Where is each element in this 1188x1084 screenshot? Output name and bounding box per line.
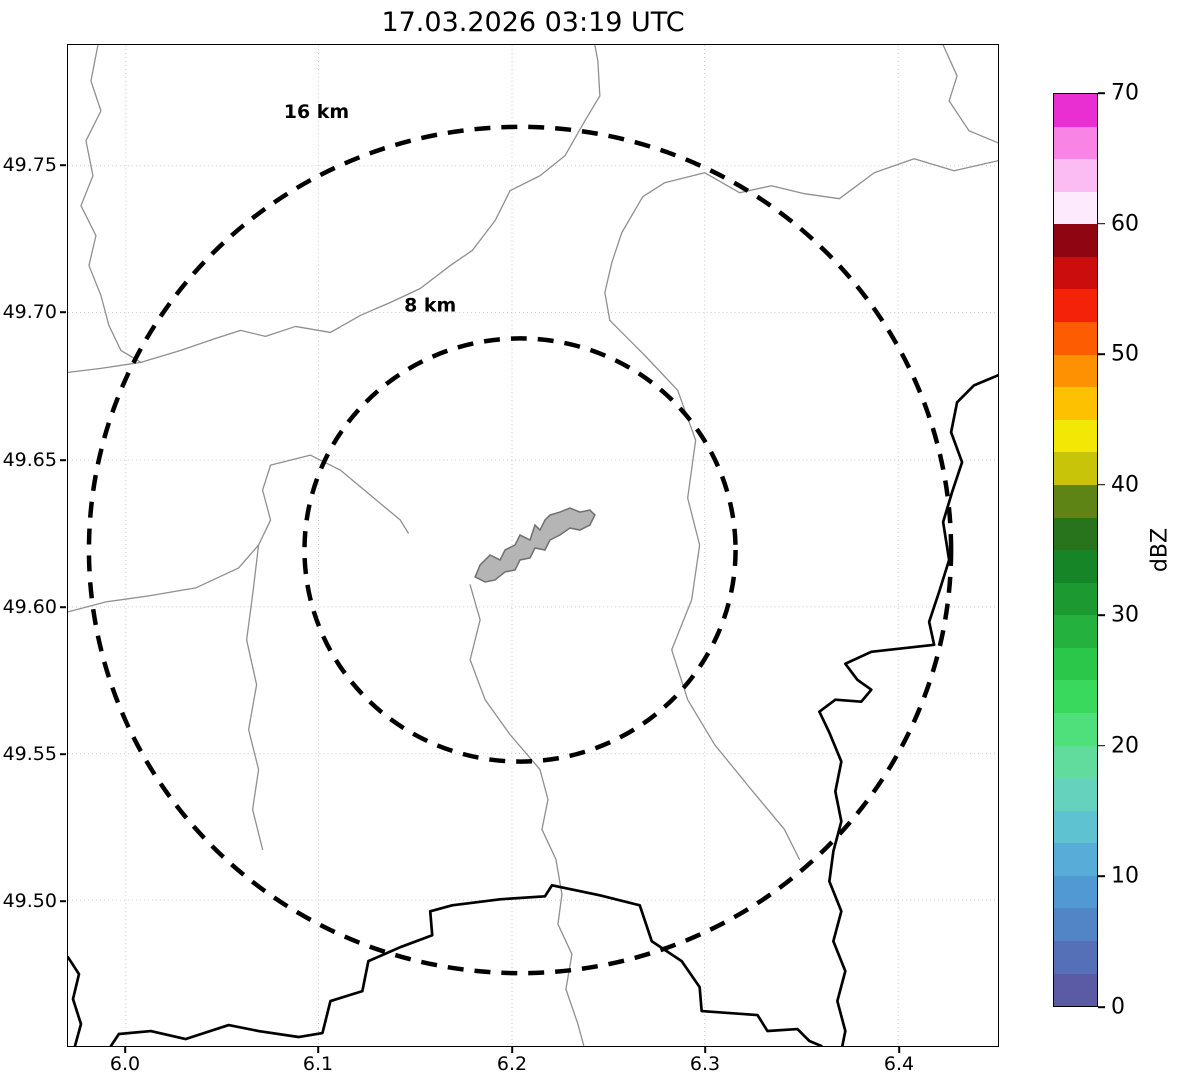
colorbar-band xyxy=(1054,582,1097,616)
border-line-thin xyxy=(942,45,998,144)
colorbar-band xyxy=(1054,615,1097,648)
colorbar-tick-mark xyxy=(1098,1006,1105,1008)
y-tick-label: 49.70 xyxy=(2,301,57,323)
map-svg: 16 km 8 km xyxy=(68,45,998,1046)
y-tick-mark xyxy=(60,753,66,755)
x-tick-mark xyxy=(704,1047,706,1053)
y-tick-mark xyxy=(60,311,66,313)
colorbar-tick-label: 50 xyxy=(1111,341,1139,367)
range-rings-group xyxy=(86,124,954,976)
border-line-thin xyxy=(68,464,272,613)
x-tick-label: 6.0 xyxy=(109,1053,141,1075)
colorbar-tick-label: 0 xyxy=(1111,994,1125,1020)
colorbar-band xyxy=(1054,322,1097,355)
range-ring-16km xyxy=(86,124,954,976)
colorbar-tick-mark xyxy=(1098,483,1105,486)
border-line-thin xyxy=(539,768,585,1046)
gridlines-group xyxy=(68,45,998,1046)
colorbar-band xyxy=(1054,680,1097,713)
colorbar-tick-mark xyxy=(1098,745,1105,747)
colorbar-band xyxy=(1054,354,1097,388)
border-line-thin xyxy=(269,454,409,534)
thick-borders-group xyxy=(68,373,998,1046)
colorbar-band xyxy=(1054,875,1097,909)
colorbar-band xyxy=(1054,126,1097,160)
colorbar-band xyxy=(1054,647,1097,681)
colorbar-band xyxy=(1054,256,1097,290)
colorbar-tick-label: 40 xyxy=(1111,472,1139,498)
border-line-thin xyxy=(609,319,801,861)
y-tick-mark xyxy=(60,459,66,461)
x-tick-mark xyxy=(511,1047,513,1053)
city-group xyxy=(474,507,596,583)
x-tick-label: 6.4 xyxy=(883,1053,915,1075)
colorbar-band xyxy=(1054,745,1097,779)
colorbar-tick-label: 60 xyxy=(1111,211,1139,237)
colorbar-band xyxy=(1054,973,1097,1007)
border-line-thin xyxy=(471,45,601,252)
figure-title: 17.03.2026 03:19 UTC xyxy=(381,7,685,38)
colorbar-band xyxy=(1054,941,1097,974)
x-tick-label: 6.2 xyxy=(496,1053,528,1075)
colorbar-band xyxy=(1054,452,1097,485)
x-tick-mark xyxy=(317,1047,319,1053)
colorbar-axis-label: dBZ xyxy=(1147,527,1173,573)
colorbar-tick-mark xyxy=(1098,92,1105,94)
colorbar-band xyxy=(1054,517,1097,551)
city-boundary-polygon xyxy=(474,507,596,583)
border-line-thick xyxy=(818,373,998,1046)
colorbar-tick-mark xyxy=(1098,875,1105,878)
colorbar-band xyxy=(1054,419,1097,453)
y-tick-label: 49.55 xyxy=(2,743,57,765)
border-line-thin xyxy=(68,249,473,373)
range-ring-label-16km: 16 km xyxy=(284,101,349,123)
colorbar-tick-label: 10 xyxy=(1111,863,1139,889)
border-line-thick xyxy=(109,883,823,1046)
colorbar-band xyxy=(1054,224,1097,257)
colorbar-tick-label: 20 xyxy=(1111,733,1139,759)
border-line-thin xyxy=(245,544,264,851)
colorbar-band xyxy=(1054,387,1097,420)
border-line-thin xyxy=(80,45,142,364)
colorbar-band xyxy=(1054,843,1097,876)
colorbar-band xyxy=(1054,712,1097,746)
border-line-thick xyxy=(68,955,83,1046)
colorbar-band xyxy=(1054,191,1097,225)
colorbar-band xyxy=(1054,94,1097,127)
colorbar-band xyxy=(1054,908,1097,942)
colorbar-tick-label: 30 xyxy=(1111,602,1139,628)
x-tick-mark xyxy=(898,1047,900,1053)
y-tick-mark xyxy=(60,900,66,902)
y-tick-label: 49.75 xyxy=(2,154,57,176)
colorbar-band xyxy=(1054,484,1097,518)
thin-borders-group xyxy=(68,45,998,1046)
colorbar-band xyxy=(1054,778,1097,811)
colorbar-band xyxy=(1054,159,1097,192)
y-tick-mark xyxy=(60,606,66,608)
colorbar-tick-label: 70 xyxy=(1111,80,1139,106)
x-tick-mark xyxy=(124,1047,126,1053)
y-tick-label: 49.65 xyxy=(2,449,57,471)
y-tick-label: 49.60 xyxy=(2,596,57,618)
colorbar-band xyxy=(1054,550,1097,583)
colorbar-tick-mark xyxy=(1098,614,1105,617)
y-tick-mark xyxy=(60,164,66,166)
colorbar xyxy=(1053,93,1098,1007)
range-ring-8km xyxy=(302,336,738,764)
map-plot-area: 16 km 8 km xyxy=(67,44,999,1047)
colorbar-tick-mark xyxy=(1098,353,1105,355)
colorbar-band xyxy=(1054,810,1097,844)
x-tick-label: 6.3 xyxy=(689,1053,721,1075)
border-line-thin xyxy=(604,158,998,322)
range-ring-label-8km: 8 km xyxy=(404,294,456,316)
y-tick-label: 49.50 xyxy=(2,890,57,912)
colorbar-band xyxy=(1054,289,1097,323)
border-line-thin xyxy=(469,584,541,771)
x-tick-label: 6.1 xyxy=(302,1053,334,1075)
colorbar-tick-mark xyxy=(1098,222,1105,225)
